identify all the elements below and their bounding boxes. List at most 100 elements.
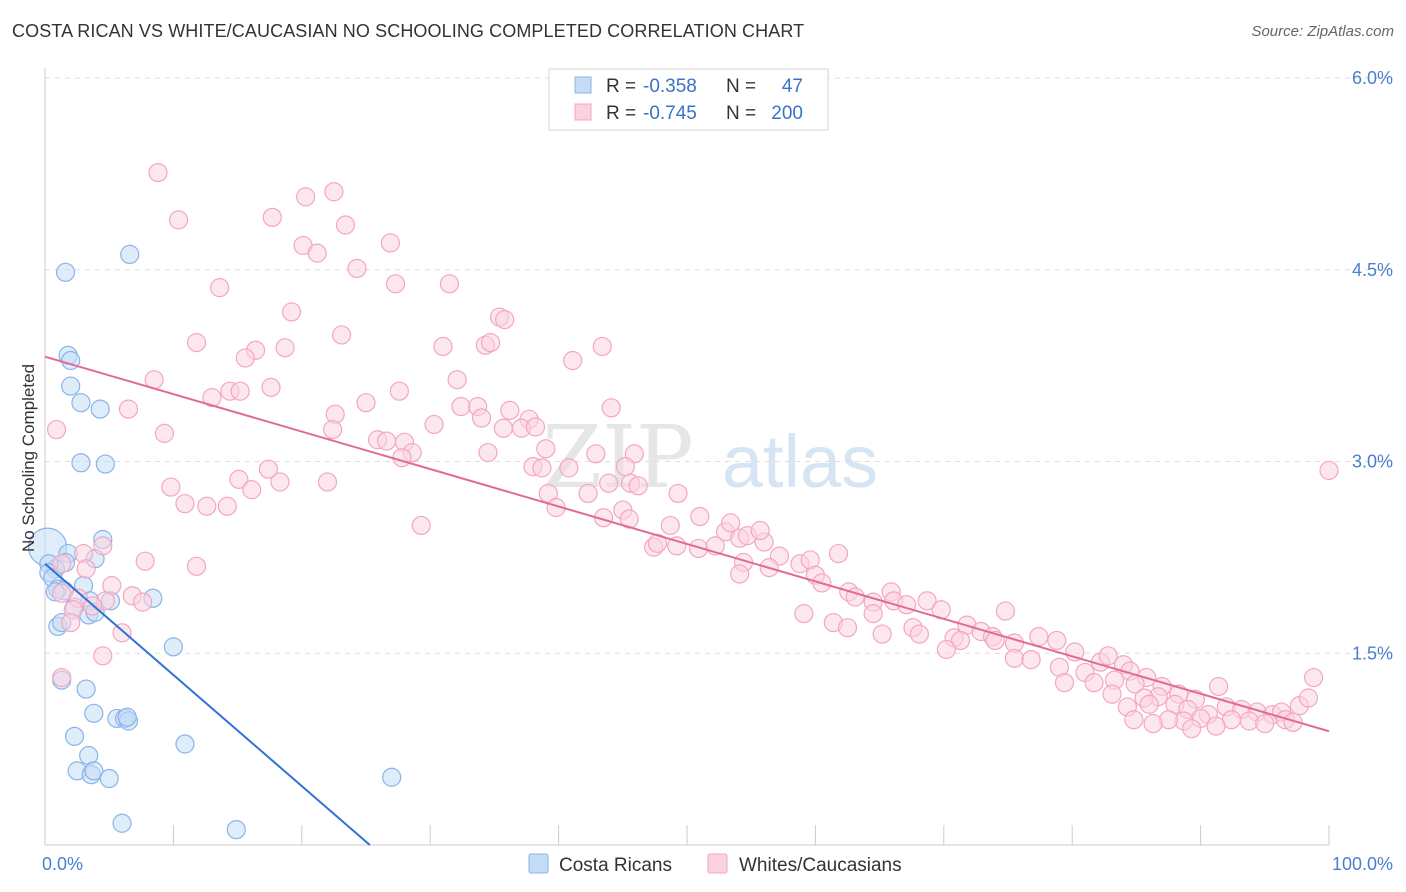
point-whites xyxy=(1139,694,1159,714)
point-whites xyxy=(917,591,937,611)
bottom-legend-label-costa-ricans: Costa Ricans xyxy=(559,855,672,876)
legend-r-label: R = xyxy=(606,103,636,124)
point-costa-ricans xyxy=(61,376,81,396)
point-whites xyxy=(1208,676,1229,697)
point-whites xyxy=(1303,667,1324,688)
point-whites xyxy=(175,494,195,514)
point-whites xyxy=(601,398,621,418)
point-whites xyxy=(1098,646,1118,666)
point-whites xyxy=(335,215,356,235)
legend-n-value: 200 xyxy=(771,103,803,124)
point-costa-ricans xyxy=(90,399,110,419)
tick-labels: 1.5% 3.0% 4.5% 6.0% 0.0% 100.0% xyxy=(42,68,1393,874)
point-whites xyxy=(217,496,237,516)
point-whites xyxy=(1084,673,1104,693)
point-whites xyxy=(52,667,72,688)
point-costa-ricans xyxy=(112,813,132,833)
point-whites xyxy=(389,381,409,401)
point-whites xyxy=(380,233,400,253)
point-whites xyxy=(281,302,302,322)
point-whites xyxy=(690,506,710,527)
legend-n-label: N = xyxy=(726,103,756,124)
point-whites xyxy=(186,556,207,576)
axes xyxy=(44,68,1330,846)
point-whites xyxy=(500,400,520,420)
point-costa-ricans xyxy=(382,767,402,787)
point-whites xyxy=(1319,460,1339,481)
point-costa-ricans xyxy=(71,393,91,413)
point-whites xyxy=(385,274,406,294)
point-whites xyxy=(559,458,579,478)
point-whites xyxy=(270,472,290,492)
y-axis-title: No Schooling Completed xyxy=(19,364,38,552)
legend-n-value: 47 xyxy=(782,76,803,97)
legend-swatch-whites xyxy=(574,103,592,121)
point-whites xyxy=(112,623,132,643)
point-whites xyxy=(332,325,352,345)
point-whites xyxy=(168,210,189,230)
point-whites xyxy=(592,336,612,357)
bottom-legend-swatch-costa-ricans xyxy=(528,853,549,874)
point-whites xyxy=(161,477,181,497)
point-whites xyxy=(730,564,750,584)
points-layer xyxy=(27,162,1339,840)
point-whites xyxy=(229,469,249,489)
point-whites xyxy=(451,396,471,417)
legend-swatch-costa-ricans xyxy=(574,76,592,94)
point-whites xyxy=(1047,630,1067,651)
point-whites xyxy=(307,243,327,263)
legend-r-value: -0.358 xyxy=(643,76,697,97)
point-whites xyxy=(872,624,892,644)
point-whites xyxy=(261,377,281,397)
legend: R = -0.358 N = 47 R = -0.745 N = 200 xyxy=(548,68,829,131)
point-whites xyxy=(750,520,770,541)
point-whites xyxy=(668,483,688,504)
point-whites xyxy=(61,612,81,633)
legend-r-value: -0.745 xyxy=(643,103,697,124)
point-whites xyxy=(376,431,397,451)
point-costa-ricans xyxy=(71,453,91,473)
point-whites xyxy=(210,278,230,298)
point-costa-ricans xyxy=(120,244,140,265)
point-whites xyxy=(202,387,222,408)
point-whites xyxy=(495,310,515,330)
trend-line-whites xyxy=(44,355,1330,733)
point-costa-ricans xyxy=(64,726,85,746)
point-whites xyxy=(433,336,453,357)
trend-layer xyxy=(44,355,1330,846)
point-whites xyxy=(132,592,153,612)
point-costa-ricans xyxy=(95,454,115,474)
point-whites xyxy=(296,187,316,207)
y-tick-label: 3.0% xyxy=(1352,452,1393,472)
point-costa-ricans xyxy=(175,734,195,754)
point-whites xyxy=(936,639,956,660)
point-whites xyxy=(235,348,255,368)
point-whites xyxy=(794,604,814,624)
point-whites xyxy=(721,513,741,533)
point-whites xyxy=(154,423,175,443)
point-whites xyxy=(1206,716,1226,736)
point-whites xyxy=(578,483,598,504)
point-whites xyxy=(628,476,648,496)
point-costa-ricans xyxy=(117,707,137,727)
point-whites xyxy=(186,333,207,353)
point-costa-ricans xyxy=(84,703,104,723)
point-whites xyxy=(471,408,492,428)
point-whites xyxy=(493,418,513,438)
watermark-zip: ZIP xyxy=(542,408,694,508)
point-whites xyxy=(536,439,556,459)
point-whites xyxy=(230,381,250,401)
point-whites xyxy=(439,274,460,294)
point-whites xyxy=(828,543,849,564)
y-tick-label: 4.5% xyxy=(1352,260,1393,280)
point-whites xyxy=(615,457,635,477)
point-whites xyxy=(392,448,412,468)
point-whites xyxy=(197,496,217,516)
point-whites xyxy=(347,258,367,279)
point-whites xyxy=(950,630,971,651)
point-whites xyxy=(478,442,498,463)
point-whites xyxy=(262,207,282,227)
point-whites xyxy=(356,393,376,413)
point-whites xyxy=(1021,650,1041,670)
